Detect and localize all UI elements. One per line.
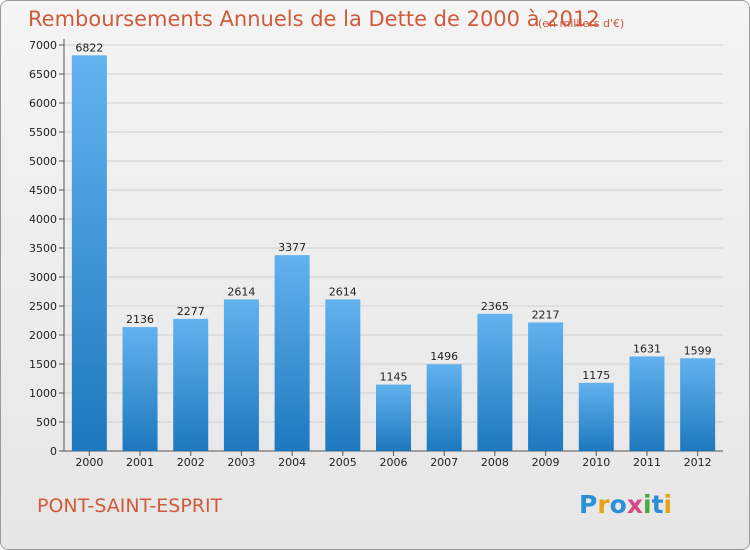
x-tick-label: 2005 xyxy=(329,456,357,469)
bar-2008 xyxy=(477,313,513,451)
logo-letter: o xyxy=(609,490,627,519)
bar-2001 xyxy=(122,327,158,451)
x-tick-label: 2007 xyxy=(430,456,458,469)
bar-2005 xyxy=(325,299,361,451)
y-tick-label: 4000 xyxy=(29,213,57,226)
bar-2004 xyxy=(274,255,310,451)
bar-2000 xyxy=(71,55,107,451)
y-tick-label: 1000 xyxy=(29,387,57,400)
x-tick-label: 2000 xyxy=(75,456,103,469)
bar-value-label: 2614 xyxy=(329,285,357,298)
bar-2003 xyxy=(223,299,259,451)
bar-2011 xyxy=(629,356,665,451)
x-tick-label: 2011 xyxy=(633,456,661,469)
y-tick-label: 500 xyxy=(36,416,57,429)
y-tick-label: 6000 xyxy=(29,97,57,110)
y-tick-label: 5500 xyxy=(29,126,57,139)
y-tick-label: 2000 xyxy=(29,329,57,342)
logo-letter: t xyxy=(651,490,664,519)
bar-2006 xyxy=(376,384,411,451)
bar-value-label: 1599 xyxy=(684,344,712,357)
x-tick-label: 2009 xyxy=(532,456,560,469)
x-tick-label: 2010 xyxy=(582,456,610,469)
x-tick-label: 2002 xyxy=(177,456,205,469)
logo-letter: i xyxy=(643,490,652,519)
bar-2012 xyxy=(680,358,716,451)
commune-name: PONT-SAINT-ESPRIT xyxy=(37,495,223,517)
x-tick-label: 2001 xyxy=(126,456,154,469)
y-tick-label: 7000 xyxy=(29,39,57,52)
y-tick-label: 3000 xyxy=(29,271,57,284)
bar-2002 xyxy=(173,318,209,451)
chart-subtitle: (en milliers d'€) xyxy=(538,17,625,30)
y-tick-label: 3500 xyxy=(29,242,57,255)
bar-value-label: 1496 xyxy=(430,350,458,363)
y-tick-label: 0 xyxy=(50,445,57,458)
bar-2010 xyxy=(578,382,614,451)
y-tick-label: 5000 xyxy=(29,155,57,168)
bar-2009 xyxy=(528,322,564,451)
logo-letter: r xyxy=(597,490,610,519)
chart-title: Remboursements Annuels de la Dette de 20… xyxy=(28,7,600,31)
logo-letter: P xyxy=(579,490,598,519)
bar-value-label: 2614 xyxy=(227,285,255,298)
bar-2007 xyxy=(426,364,462,451)
proxiti-logo: Proxiti xyxy=(579,490,672,519)
bar-value-label: 2277 xyxy=(177,305,205,318)
y-tick-label: 2500 xyxy=(29,300,57,313)
x-tick-label: 2004 xyxy=(278,456,306,469)
y-tick-label: 4500 xyxy=(29,184,57,197)
bar-value-label: 1145 xyxy=(380,371,408,384)
bar-value-label: 2136 xyxy=(126,313,154,326)
x-tick-label: 2003 xyxy=(227,456,255,469)
bar-value-label: 2217 xyxy=(532,308,560,321)
logo-letter: i xyxy=(663,490,673,519)
y-tick-label: 6500 xyxy=(29,68,57,81)
y-tick-label: 1500 xyxy=(29,358,57,371)
x-tick-label: 2006 xyxy=(380,456,408,469)
bar-value-label: 1175 xyxy=(582,369,610,382)
bar-value-label: 3377 xyxy=(278,241,306,254)
bar-value-label: 1631 xyxy=(633,342,661,355)
bar-value-label: 6822 xyxy=(75,41,103,54)
x-tick-label: 2012 xyxy=(684,456,712,469)
logo-letter: x xyxy=(626,490,643,519)
x-tick-label: 2008 xyxy=(481,456,509,469)
bar-value-label: 2365 xyxy=(481,300,509,313)
